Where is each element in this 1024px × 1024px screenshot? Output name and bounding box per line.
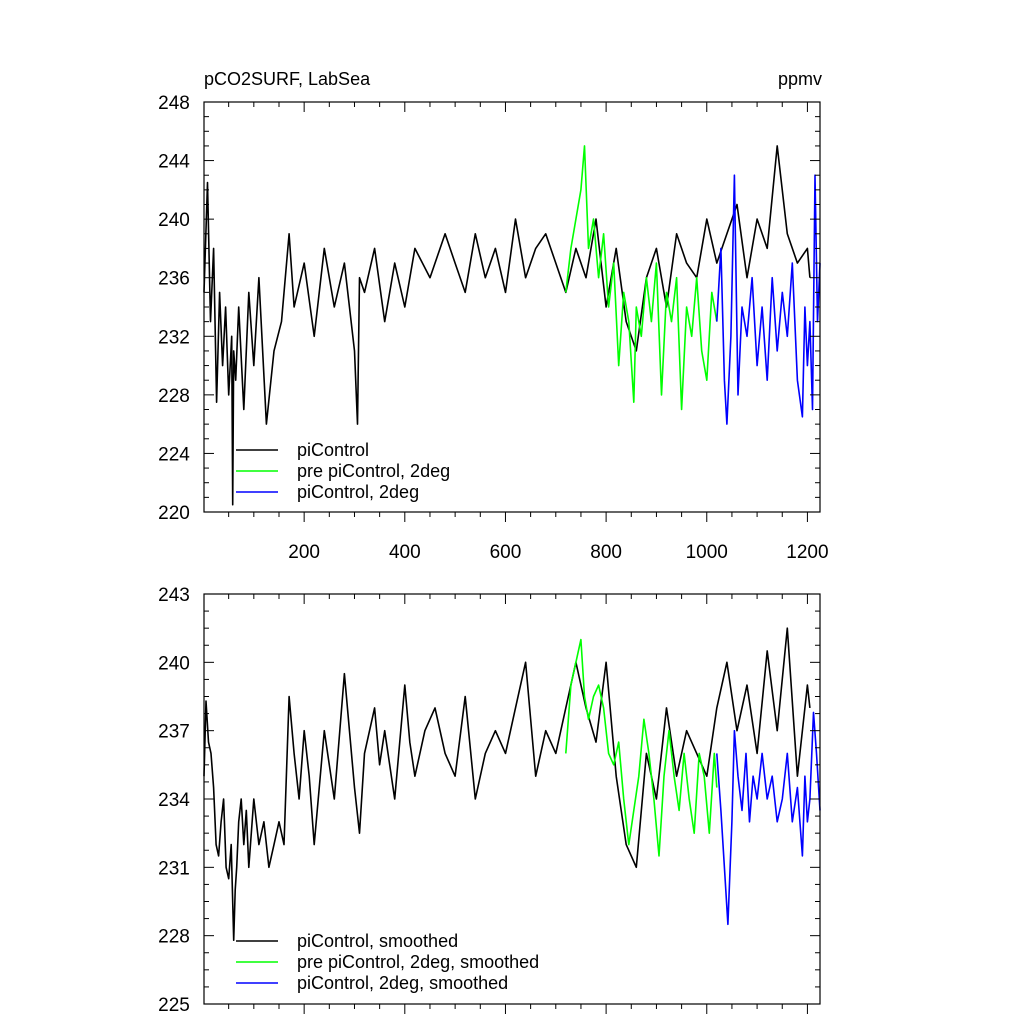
top-ytick-label: 224 bbox=[158, 444, 190, 465]
chart-title: pCO2SURF, LabSea bbox=[204, 69, 371, 89]
top-series-line-2 bbox=[716, 174, 821, 425]
top-xtick-label: 400 bbox=[389, 542, 421, 563]
bottom-series-line-1 bbox=[565, 638, 718, 857]
top-ytick-label: 220 bbox=[158, 503, 190, 524]
top-ytick-label: 248 bbox=[158, 93, 190, 114]
bottom-ytick-label: 228 bbox=[158, 927, 190, 948]
top-ytick-label: 232 bbox=[158, 327, 190, 348]
top-xtick-label: 600 bbox=[490, 542, 522, 563]
bottom-axes-group: 225 228 231 234 237 240 243 bbox=[158, 585, 820, 1016]
top-series-group bbox=[203, 145, 821, 506]
bottom-ytick-label: 237 bbox=[158, 722, 190, 743]
bottom-legend-label-1: pre piControl, 2deg, smoothed bbox=[297, 952, 539, 972]
top-panel: pCO2SURF, LabSea ppmv 220 224 228 232 236 240… bbox=[158, 69, 828, 563]
bottom-ytick-label: 231 bbox=[158, 858, 190, 879]
bottom-ytick-label: 234 bbox=[158, 790, 190, 811]
bottom-series-line-2 bbox=[716, 711, 821, 926]
top-legend-label-1: pre piControl, 2deg bbox=[297, 461, 450, 481]
top-ytick-label: 244 bbox=[158, 152, 190, 173]
bottom-panel: 225 228 231 234 237 240 243 piControl, smoothe… bbox=[158, 585, 821, 1016]
units-label: ppmv bbox=[778, 69, 822, 89]
top-legend-label-0: piControl bbox=[297, 440, 369, 460]
bottom-ytick-label: 243 bbox=[158, 585, 190, 606]
top-xtick-label: 800 bbox=[590, 542, 622, 563]
bottom-ytick-label: 240 bbox=[158, 653, 190, 674]
bottom-ytick-label: 225 bbox=[158, 995, 190, 1016]
top-legend-label-2: piControl, 2deg bbox=[297, 482, 419, 502]
top-xtick-label: 200 bbox=[288, 542, 320, 563]
top-xtick-label: 1000 bbox=[686, 542, 728, 563]
top-series-line-1 bbox=[565, 145, 718, 411]
top-xtick-label: 1200 bbox=[786, 542, 828, 563]
top-ytick-label: 240 bbox=[158, 210, 190, 231]
top-ytick-label: 228 bbox=[158, 386, 190, 407]
top-series-line-0 bbox=[203, 145, 811, 506]
bottom-legend-label-0: piControl, smoothed bbox=[297, 931, 458, 951]
top-ytick-label: 236 bbox=[158, 269, 190, 290]
bottom-series-line-0 bbox=[203, 627, 811, 942]
top-axes-group: 220 224 228 232 236 240 244 248 200 400 600 800 1000… bbox=[158, 93, 828, 563]
bottom-legend-label-2: piControl, 2deg, smoothed bbox=[297, 973, 508, 993]
bottom-series-group bbox=[203, 627, 821, 942]
